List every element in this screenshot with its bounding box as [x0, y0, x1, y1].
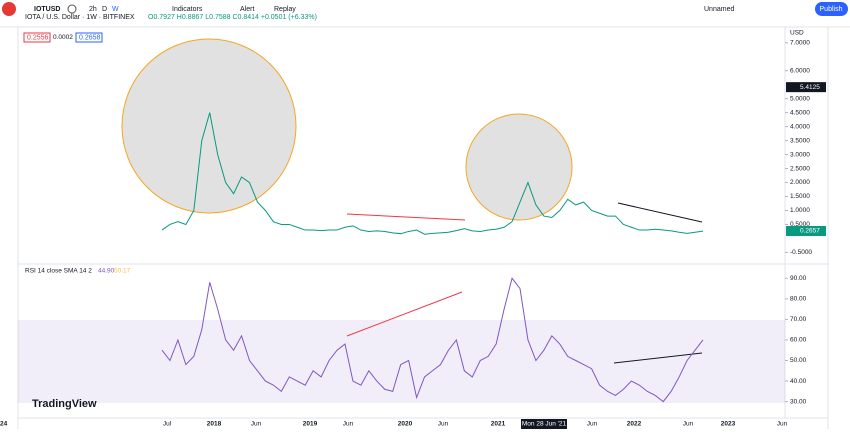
rsi-value: 44.90	[98, 268, 115, 275]
x-tick-label: 2023	[721, 421, 736, 428]
rsi-sma-value: 50.17	[114, 268, 131, 275]
y-tick-label: 50.00	[790, 357, 807, 364]
y-tick-label: 1.0000	[790, 207, 810, 214]
price-marker-label: 0.2657	[800, 228, 820, 235]
highlight-circle	[465, 113, 573, 221]
price-marker	[786, 226, 826, 237]
x-tick-label: 2022	[627, 421, 642, 428]
alert-button[interactable]: Alert	[240, 6, 254, 13]
y-tick-label: 1.5000	[790, 193, 810, 200]
x-tick-label: 2024	[0, 421, 8, 428]
y-tick-label: 7.0000	[790, 39, 810, 46]
y-tick-label: 30.00	[790, 398, 807, 405]
trend-arrow	[617, 202, 703, 223]
rsi-title: RSI 14 close SMA 14 2	[25, 268, 92, 275]
x-tick-label: Jun	[438, 421, 449, 428]
y-tick-label: 60.00	[790, 337, 807, 344]
y-tick-label: 90.00	[790, 275, 807, 282]
y-tick-label: 70.00	[790, 316, 807, 323]
y-tick-label: 3.0000	[790, 151, 810, 158]
interval[interactable]: W	[112, 6, 119, 13]
top-bar	[0, 0, 850, 27]
publish-button[interactable]	[815, 2, 848, 16]
y-tick-label: -0.5000	[790, 249, 812, 256]
price-marker	[786, 82, 826, 93]
y-tick-label: 4.5000	[790, 109, 810, 116]
y-tick-label: 2.5000	[790, 165, 810, 172]
buy-price[interactable]: 0.2658	[79, 34, 101, 41]
price-marker-label: 5.4125	[800, 84, 820, 91]
y-tick-label: 5.0000	[790, 95, 810, 102]
countdown: 5d 18h	[808, 236, 828, 243]
trend-arrow	[613, 352, 703, 364]
y-tick-label: 80.00	[790, 296, 807, 303]
crosshair-label: Mon 28 Jun '21	[522, 421, 567, 428]
indicators-button[interactable]: Indicators	[172, 6, 203, 13]
x-tick-label: Jun	[251, 421, 262, 428]
highlight-circle	[121, 38, 297, 214]
sell-price[interactable]: 0.2556	[27, 34, 49, 41]
y-tick-label: 3.5000	[790, 137, 810, 144]
symbol[interactable]: IOTUSD	[34, 6, 60, 13]
x-tick-label: Jun	[777, 421, 788, 428]
x-tick-label: Jun	[587, 421, 598, 428]
x-tick-label: Jul	[163, 421, 172, 428]
y-tick-label: 4.0000	[790, 123, 810, 130]
replay-button[interactable]: Replay	[274, 6, 296, 13]
sell-box[interactable]	[23, 32, 51, 43]
trend-arrow	[346, 291, 463, 337]
trend-arrow	[346, 213, 466, 221]
crosshair-label-bg	[521, 419, 567, 429]
x-tick-label: Jun	[683, 421, 694, 428]
x-tick-label: 2019	[303, 421, 318, 428]
x-tick-label: 2021	[491, 421, 506, 428]
y-tick-label: 0.5000	[790, 221, 810, 228]
y-tick-label: 2.0000	[790, 179, 810, 186]
rsi-band	[18, 320, 785, 403]
publish-label[interactable]: Publish	[820, 6, 843, 13]
x-tick-label: Jun	[343, 421, 354, 428]
interval[interactable]: 2h	[89, 6, 97, 13]
legend-title: IOTA / U.S. Dollar · 1W · BITFINEX	[25, 14, 135, 21]
series-line	[161, 112, 704, 235]
currency: USD	[790, 30, 804, 37]
x-tick-label: 2020	[398, 421, 413, 428]
logo[interactable]	[2, 2, 16, 16]
interval[interactable]: D	[102, 6, 107, 13]
y-tick-label: 40.00	[790, 378, 807, 385]
buy-box[interactable]	[75, 32, 103, 43]
legend-ohlc: O0.7927 H0.8867 L0.7588 C0.8414 +0.0501 …	[148, 14, 317, 21]
spread: 0.0002	[53, 34, 73, 41]
x-tick-label: 2018	[207, 421, 222, 428]
layout-name[interactable]: Unnamed	[704, 6, 734, 13]
series-line	[161, 277, 704, 403]
add-symbol[interactable]	[67, 4, 77, 14]
y-tick-label: 6.0000	[790, 67, 810, 74]
brand: TradingView	[32, 398, 97, 410]
